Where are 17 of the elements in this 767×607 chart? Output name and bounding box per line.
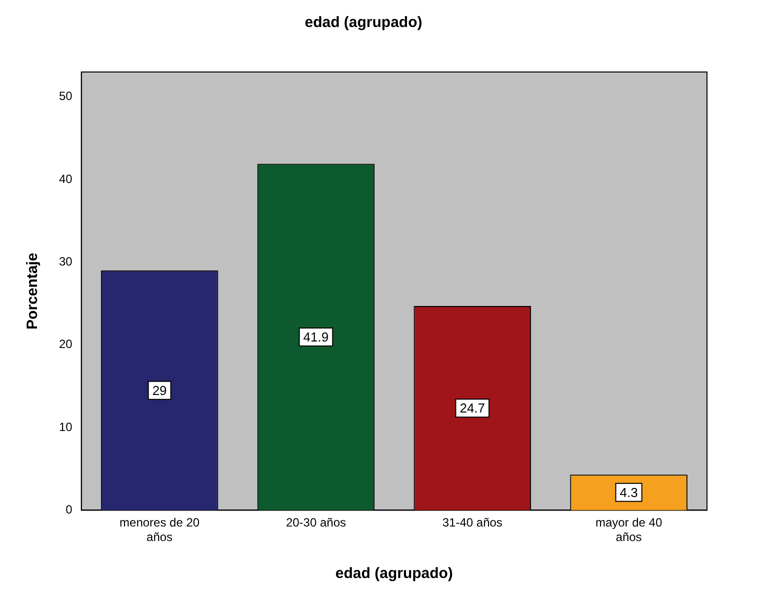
x-tick-label: mayor de 40 años xyxy=(595,516,662,544)
y-tick-label: 30 xyxy=(58,254,73,268)
x-tick-label: menores de 20 años xyxy=(120,516,200,544)
x-axis-title: edad (agrupado) xyxy=(335,565,453,582)
data-label: 24.7 xyxy=(460,400,486,416)
data-label: 29 xyxy=(152,382,167,398)
data-label: 41.9 xyxy=(303,330,329,345)
chart-title: edad (agrupado) xyxy=(304,14,422,32)
y-tick-label: 40 xyxy=(58,172,73,186)
y-axis-title: Porcentaje xyxy=(24,252,42,330)
data-label: 4.3 xyxy=(620,485,638,500)
x-tick-label: 20-30 años xyxy=(286,516,346,530)
y-tick-label: 10 xyxy=(58,420,73,434)
x-tick-label: 31-40 años xyxy=(442,516,502,530)
y-tick-label: 20 xyxy=(58,337,73,352)
y-tick-label: 0 xyxy=(66,502,73,517)
y-tick-label: 50 xyxy=(58,89,73,104)
